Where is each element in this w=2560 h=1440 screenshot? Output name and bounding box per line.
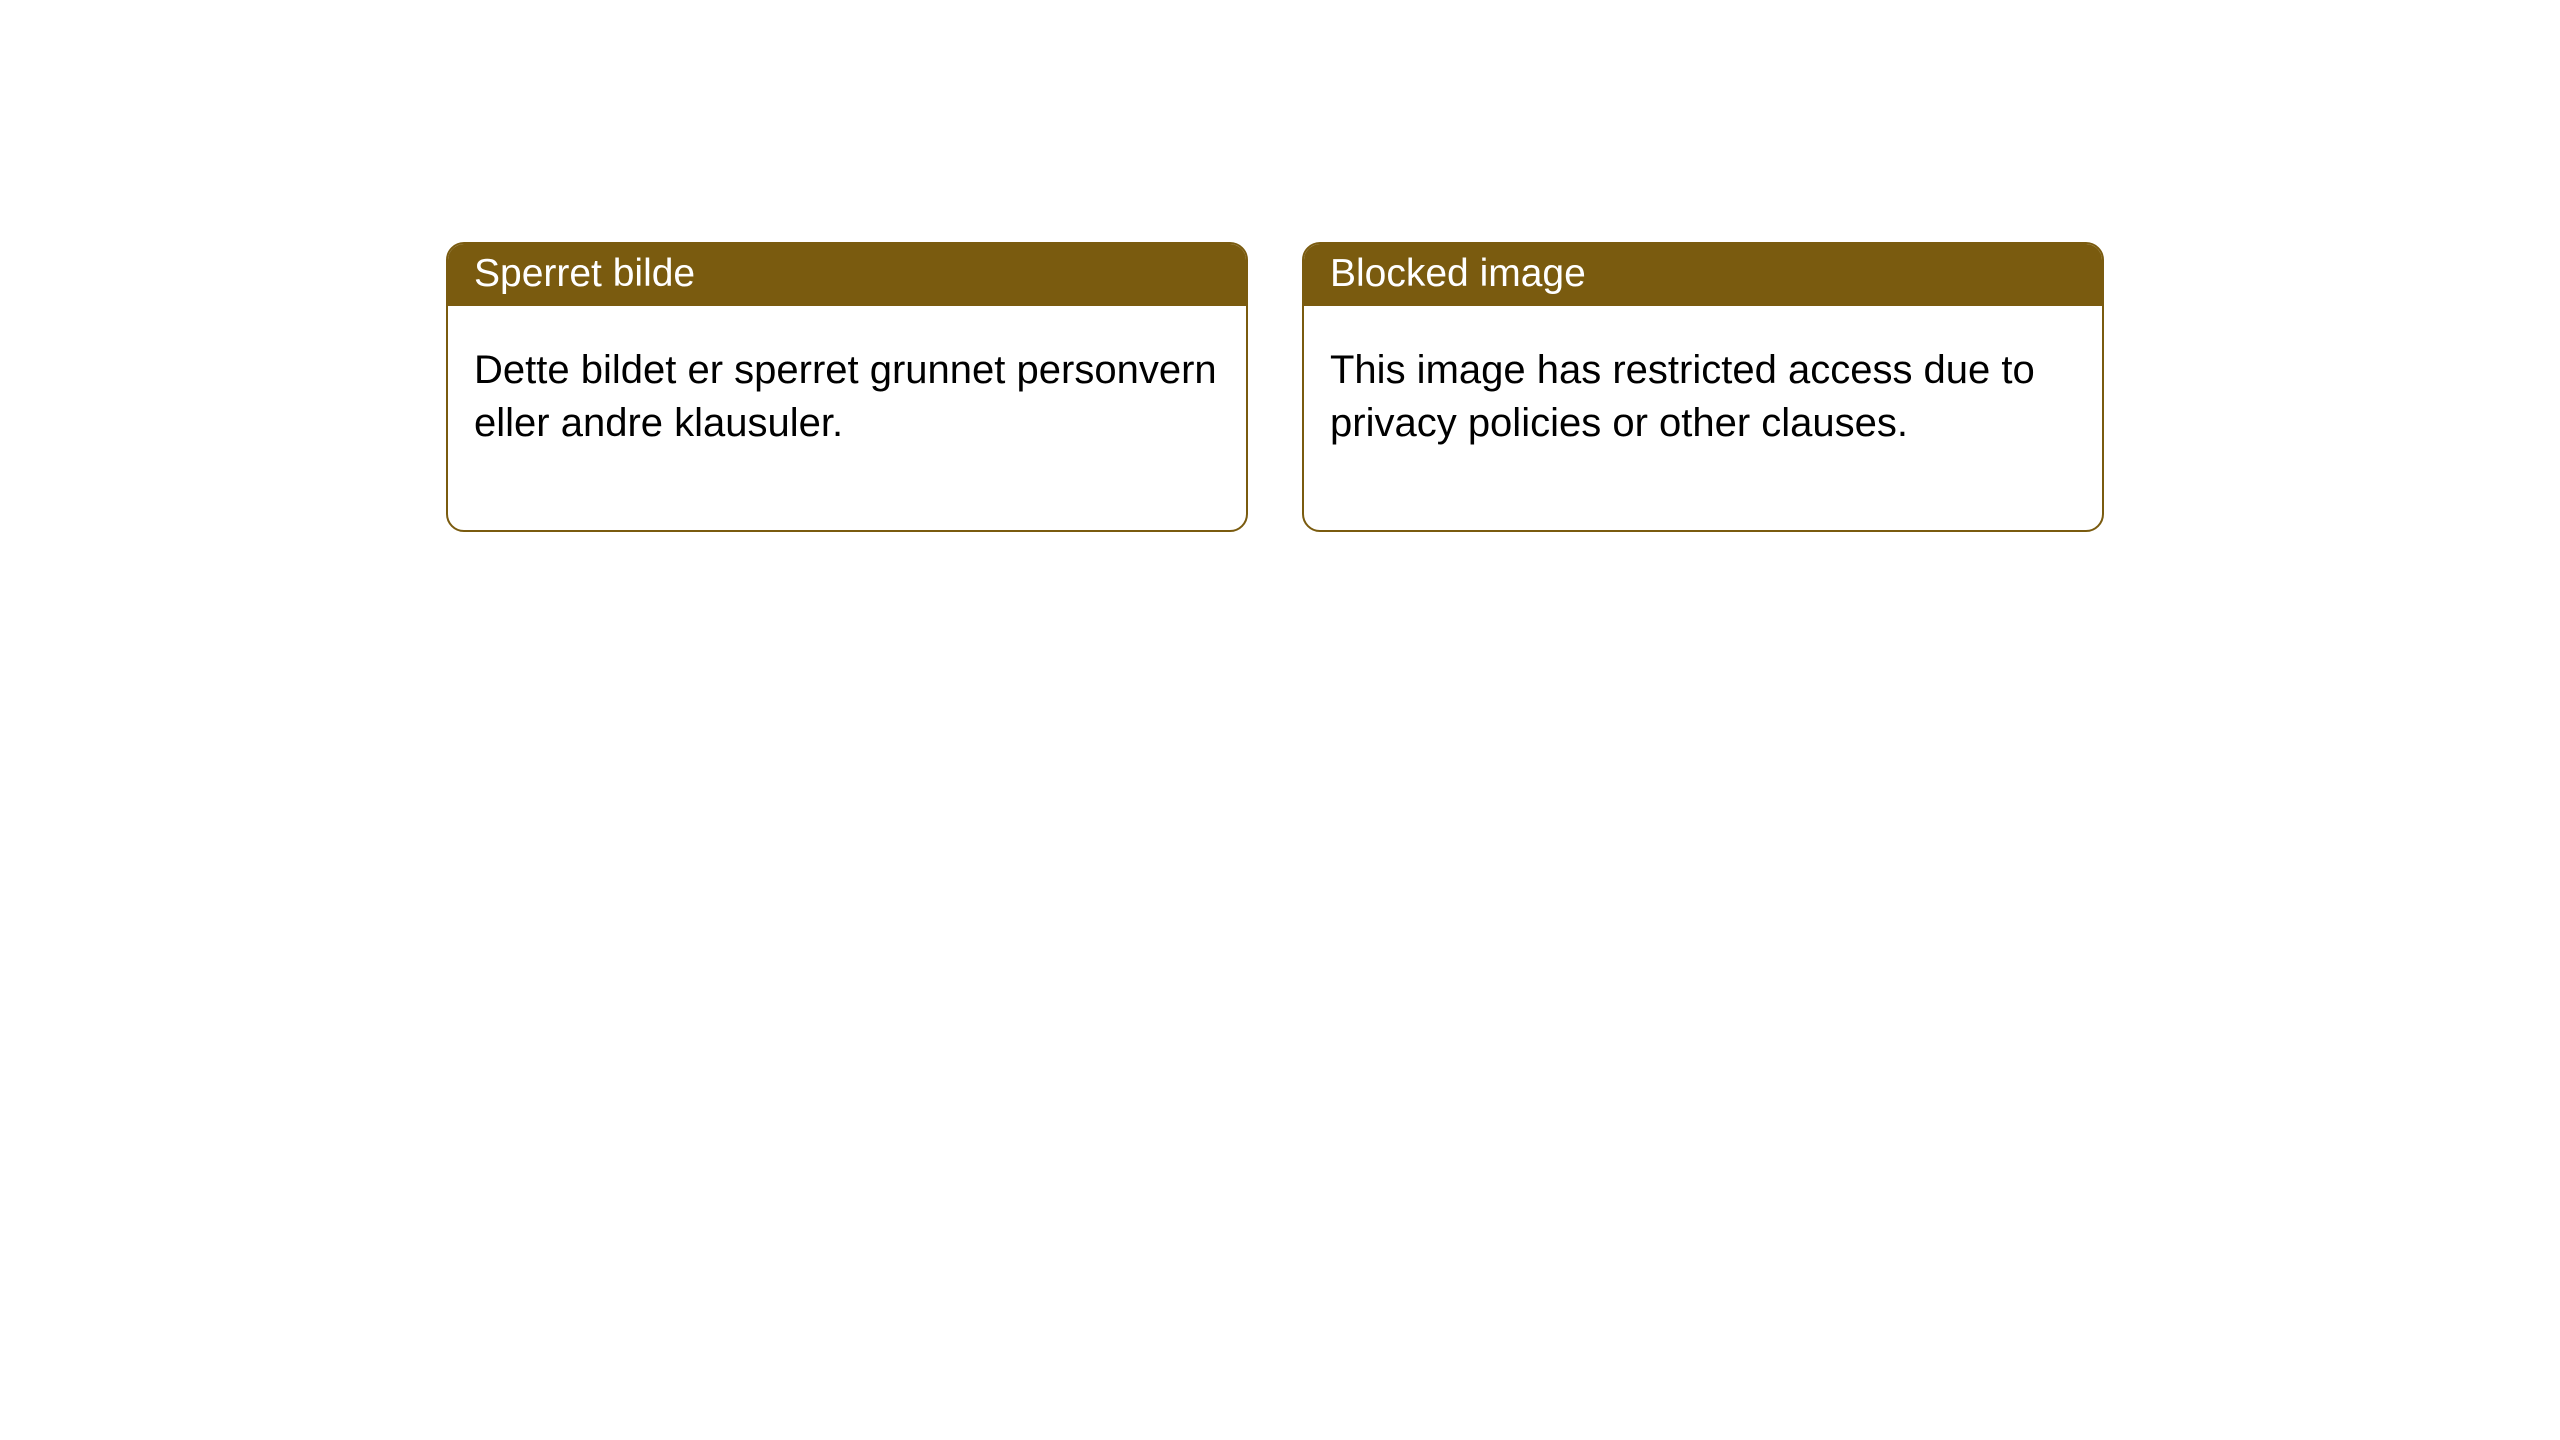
notice-title: Blocked image (1330, 252, 1586, 295)
notice-header: Blocked image (1304, 244, 2102, 306)
notice-text: This image has restricted access due to … (1330, 348, 2035, 445)
notice-card-english: Blocked image This image has restricted … (1302, 242, 2104, 532)
notice-body: This image has restricted access due to … (1304, 306, 2102, 530)
notice-header: Sperret bilde (448, 244, 1246, 306)
notice-body: Dette bildet er sperret grunnet personve… (448, 306, 1246, 530)
notice-text: Dette bildet er sperret grunnet personve… (474, 348, 1217, 445)
notice-card-norwegian: Sperret bilde Dette bildet er sperret gr… (446, 242, 1248, 532)
notice-container: Sperret bilde Dette bildet er sperret gr… (0, 0, 2560, 532)
notice-title: Sperret bilde (474, 252, 695, 295)
